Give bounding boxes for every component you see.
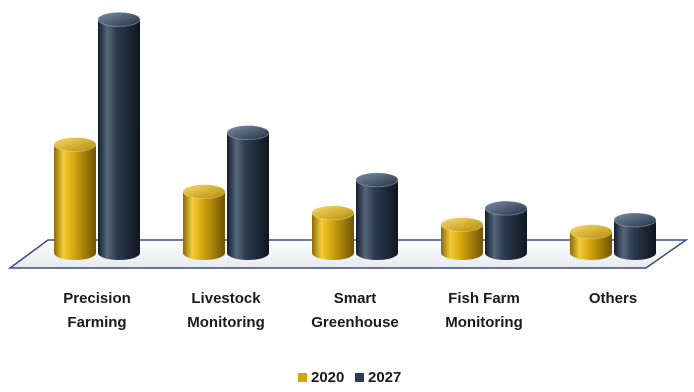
bar-smart-greenhouse-2020	[311, 205, 355, 260]
legend: 2020 2027	[298, 369, 401, 386]
category-labels: Precision Farming Livestock Monitoring Smart…	[63, 290, 637, 331]
legend-item-2027: 2027	[355, 369, 401, 386]
bar-livestock-monitoring-2027	[226, 125, 270, 260]
bar-livestock-monitoring-2020	[182, 184, 226, 260]
bar-precision-farming-2020	[53, 137, 97, 260]
bar-precision-farming-2027	[97, 11, 141, 260]
x-tick-label-precision-farming: Precision Farming	[63, 290, 131, 331]
bar-smart-greenhouse-2027	[355, 172, 399, 260]
legend-label-2027: 2027	[368, 369, 401, 386]
legend-label-2020: 2020	[311, 369, 344, 386]
bar-fish-farm-monitoring-2020	[440, 217, 484, 260]
legend-swatch-2027	[355, 373, 364, 382]
bar-others-2027	[613, 212, 657, 260]
x-tick-label-fish-farm-monitoring: Fish Farm Monitoring	[445, 290, 522, 331]
bar-others-2020	[569, 224, 613, 260]
bars-layer	[53, 11, 657, 260]
legend-item-2020: 2020	[298, 369, 344, 386]
legend-swatch-2020	[298, 373, 307, 382]
x-tick-label-livestock-monitoring: Livestock Monitoring	[187, 290, 264, 331]
bar-fish-farm-monitoring-2027	[484, 200, 528, 260]
x-tick-label-smart-greenhouse: Smart Greenhouse	[311, 290, 399, 331]
x-tick-label-others: Others	[589, 290, 637, 307]
